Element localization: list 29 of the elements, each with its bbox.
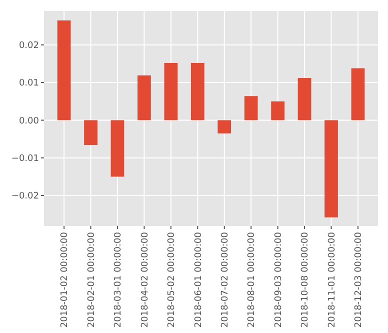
x-tick-label: 2018-08-01 00:00:00 bbox=[247, 232, 258, 328]
y-tick-label: 0.01 bbox=[18, 78, 39, 89]
y-tick-label: 0.02 bbox=[18, 41, 39, 52]
text: 0.00 bbox=[18, 116, 39, 126]
x-tick-label: 2018-03-01 00:00:00 bbox=[114, 232, 124, 328]
x-tick-label: 2018-01-02 00:00:00 bbox=[60, 232, 70, 328]
x-tick-label: 2018-11-01 00:00:00 bbox=[327, 232, 338, 328]
bar bbox=[324, 120, 338, 218]
bar bbox=[57, 20, 71, 120]
bar bbox=[244, 96, 258, 120]
bar bbox=[218, 120, 232, 134]
x-tick-label: 2018-09-03 00:00:00 bbox=[274, 232, 284, 328]
bar bbox=[84, 120, 98, 146]
bar bbox=[164, 62, 178, 120]
x-tick-label: 2018-06-01 00:00:00 bbox=[194, 232, 204, 328]
bar bbox=[138, 75, 151, 120]
bar bbox=[271, 101, 284, 120]
x-tick-label: 2018-04-02 00:00:00 bbox=[140, 232, 150, 328]
x-tick-label: 2018-05-02 00:00:00 bbox=[167, 232, 178, 328]
y-tick-label: −0.01 bbox=[11, 154, 39, 164]
y-tick-label: −0.02 bbox=[11, 192, 39, 202]
bar bbox=[298, 78, 312, 120]
bar bbox=[110, 120, 124, 177]
x-tick-label: 2018-12-03 00:00:00 bbox=[354, 232, 364, 328]
bar bbox=[351, 68, 365, 120]
x-tick-label: 2018-10-08 00:00:00 bbox=[300, 232, 311, 328]
x-tick-label: 2018-02-01 00:00:00 bbox=[86, 232, 97, 328]
x-tick-label: 2018-07-02 00:00:00 bbox=[220, 232, 231, 328]
bar bbox=[190, 62, 204, 120]
